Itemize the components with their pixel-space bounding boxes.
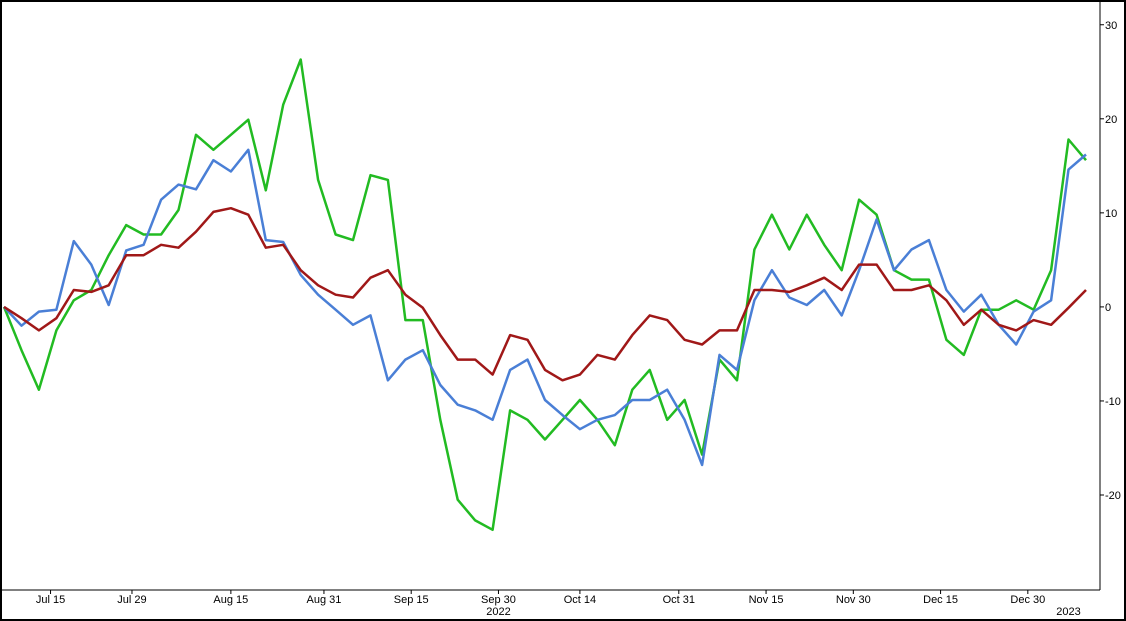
series-line [3,206,1087,382]
x-year-label: 2023 [1056,606,1080,618]
y-tick-label: 10 [1105,208,1117,220]
x-year-label: 2022 [486,606,510,618]
series-line [3,148,1087,467]
x-tick-label: Jul 29 [117,594,146,606]
x-tick-label: Oct 31 [663,594,695,606]
x-tick-label: Dec 15 [923,594,958,606]
x-tick-label: Oct 14 [564,594,596,606]
y-tick-label: 20 [1105,114,1117,126]
x-tick-label: Sep 30 [481,594,516,606]
x-tick-label: Nov 15 [749,594,784,606]
y-tick-label: 0 [1105,302,1111,314]
x-tick-label: Jul 15 [36,594,65,606]
y-tick-label: -20 [1105,490,1121,502]
x-tick-label: Aug 15 [213,594,248,606]
x-tick-label: Dec 30 [1010,594,1045,606]
x-tick-label: Sep 15 [394,594,429,606]
y-tick-label: -10 [1105,396,1121,408]
x-tick-label: Nov 30 [836,594,871,606]
y-tick-label: 30 [1105,20,1117,32]
x-tick-label: Aug 31 [307,594,342,606]
